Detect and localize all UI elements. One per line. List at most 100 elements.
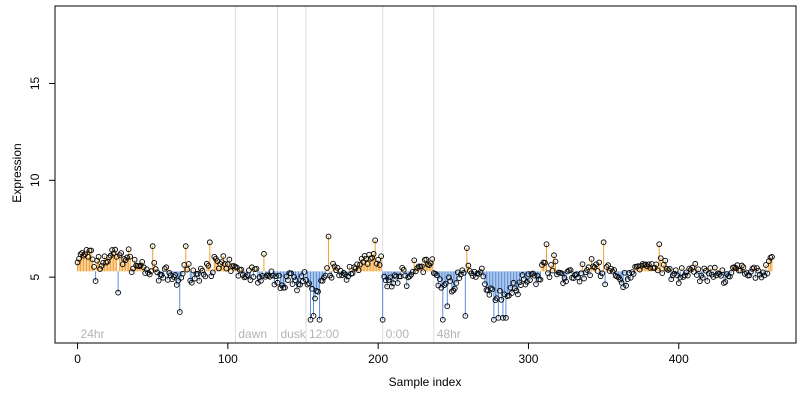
data-point <box>503 314 509 321</box>
data-point <box>161 265 168 272</box>
data-point <box>88 247 94 254</box>
data-point <box>531 272 538 279</box>
data-point <box>769 253 775 260</box>
condition-labels: 24hr dawn dusk 12:00 0:00 48hr <box>81 327 461 341</box>
data-point <box>292 277 299 283</box>
data-point <box>112 246 118 253</box>
data-point <box>479 265 485 272</box>
data-point <box>163 264 170 271</box>
data-point <box>677 274 684 281</box>
data-point <box>412 268 419 275</box>
data-point <box>110 250 117 257</box>
data-point <box>581 275 587 282</box>
data-point <box>551 252 557 259</box>
data-point <box>624 276 631 282</box>
data-point <box>354 261 360 268</box>
data-point <box>143 266 150 273</box>
condition-label: 12:00 <box>309 327 339 341</box>
plot-frame <box>54 5 797 344</box>
data-point <box>247 277 254 283</box>
data-point <box>209 269 216 276</box>
data-point <box>315 288 321 295</box>
x-axis-label: Sample index <box>389 375 462 389</box>
data-point <box>754 265 760 271</box>
data-point <box>152 266 159 272</box>
data-point <box>605 262 611 268</box>
data-point <box>489 286 496 293</box>
data-point <box>488 285 494 292</box>
data-point <box>509 290 515 296</box>
x-tick-label: 200 <box>368 352 388 366</box>
data-point <box>196 277 203 284</box>
condition-label: dawn <box>238 327 267 341</box>
data-point <box>381 273 388 280</box>
data-point <box>261 251 267 257</box>
data-point <box>656 241 663 248</box>
data-point <box>291 274 297 280</box>
x-tick-label: 300 <box>518 352 538 366</box>
data-point <box>130 265 137 272</box>
data-point <box>256 274 263 280</box>
data-point <box>654 267 661 274</box>
data-point <box>460 270 467 276</box>
data-point <box>513 287 520 294</box>
data-point <box>418 263 425 270</box>
data-point <box>534 272 541 279</box>
data-point <box>429 256 436 262</box>
data-point <box>307 316 314 323</box>
data-point <box>394 280 401 286</box>
data-point <box>657 255 664 262</box>
data-point <box>297 281 303 288</box>
data-point <box>148 268 155 274</box>
data-point <box>310 313 317 319</box>
data-point <box>683 269 690 276</box>
data-point <box>692 260 699 267</box>
data-point <box>609 268 616 275</box>
data-point <box>190 267 197 274</box>
data-point <box>309 285 315 292</box>
data-point <box>432 270 439 277</box>
data-point <box>294 287 300 294</box>
data-point <box>376 262 383 268</box>
data-point <box>271 281 278 288</box>
data-point <box>448 288 455 295</box>
data-point <box>527 277 533 283</box>
data-point <box>552 258 559 265</box>
data-point <box>91 264 97 270</box>
data-point <box>549 267 556 274</box>
data-point <box>228 268 234 274</box>
data-point <box>722 279 729 285</box>
data-point <box>128 269 135 275</box>
data-point <box>238 266 245 273</box>
data-point <box>579 261 586 268</box>
data-point <box>411 257 418 264</box>
data-point <box>465 262 472 269</box>
data-point <box>119 261 126 268</box>
data-point <box>98 263 105 269</box>
data-point <box>433 272 440 279</box>
data-point <box>445 274 452 281</box>
data-point <box>406 273 413 280</box>
data-point <box>343 277 350 283</box>
data-point <box>739 262 745 269</box>
data-point <box>542 259 548 266</box>
data-point <box>304 281 311 288</box>
data-point <box>175 277 182 284</box>
data-point <box>675 280 682 287</box>
data-point <box>719 267 726 274</box>
data-point <box>113 253 120 260</box>
data-point <box>408 271 415 278</box>
data-point <box>482 281 488 287</box>
data-point <box>696 278 703 285</box>
data-point <box>442 280 449 287</box>
data-point <box>439 316 446 323</box>
data-point <box>596 259 602 266</box>
data-point <box>155 277 162 284</box>
data-point <box>705 270 712 277</box>
data-point <box>106 254 112 261</box>
data-point <box>752 275 759 281</box>
data-point <box>500 314 506 321</box>
data-point <box>205 262 212 269</box>
data-point <box>258 277 264 284</box>
